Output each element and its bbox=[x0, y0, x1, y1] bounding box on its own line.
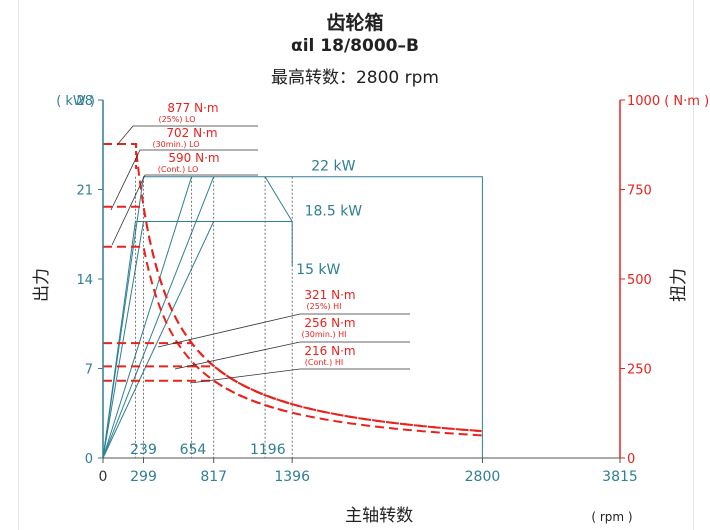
page-right-rule bbox=[693, 0, 694, 530]
torque-curve-hi-5 bbox=[103, 365, 483, 433]
x-tick-label-0: 0 bbox=[99, 469, 108, 485]
power-curve-6 bbox=[102, 221, 215, 459]
torque-curve-lo-1 bbox=[103, 143, 291, 405]
left-tick-label-0: 0 bbox=[85, 452, 93, 467]
right-tick-label-0: 0 bbox=[627, 452, 635, 467]
right-tick-label-1: 250 bbox=[627, 363, 652, 378]
x-tick-label-5: 3815 bbox=[602, 469, 638, 485]
torque-leader-4 bbox=[157, 313, 410, 348]
torque-label-4: 321 N·m bbox=[304, 288, 355, 302]
torque-label-6: 216 N·m bbox=[304, 344, 355, 358]
speed-marker-label-2: 1196 bbox=[250, 442, 286, 458]
power-curves bbox=[102, 176, 483, 459]
torque-leader-3 bbox=[111, 174, 258, 246]
power-curve-taper bbox=[264, 176, 293, 222]
torque-sublabel-5: (30min.) HI bbox=[302, 330, 347, 339]
y-axis-title-right: 扭力 bbox=[669, 268, 689, 302]
torque-sublabel-6: (Cont.) HI bbox=[305, 358, 343, 367]
torque-leader-6 bbox=[189, 368, 410, 384]
left-tick-label-2: 14 bbox=[76, 273, 93, 288]
x-tick-label-1: 299 bbox=[130, 469, 157, 485]
right-tick-label-3: 750 bbox=[627, 184, 652, 199]
torque-curve-lo-2 bbox=[103, 205, 291, 405]
power-curve-3 bbox=[102, 221, 144, 459]
x-tick-label-3: 1396 bbox=[274, 469, 310, 485]
power-curve-1 bbox=[102, 176, 483, 459]
torque-label-2: 702 N·m bbox=[166, 126, 217, 140]
torque-label-1: 877 N·m bbox=[167, 101, 218, 115]
page-left-rule bbox=[18, 0, 19, 530]
right-tick-label-2: 500 bbox=[627, 273, 652, 288]
torque-sublabel-3: (Cont.) LO bbox=[158, 165, 198, 174]
torque-label-5: 256 N·m bbox=[304, 316, 355, 330]
left-tick-label-4: 28 bbox=[76, 94, 93, 109]
power-label-15kw: 15 kW bbox=[296, 262, 340, 278]
torque-curve-hi-6 bbox=[103, 379, 483, 437]
torque-curves bbox=[103, 143, 483, 437]
chart-subtitle: αil 18/8000–B bbox=[291, 36, 419, 56]
left-tick-label-3: 21 bbox=[76, 184, 93, 199]
speed-marker-label-0: 239 bbox=[130, 442, 157, 458]
y-axis-title-left: 出力 bbox=[32, 268, 52, 302]
power-curve-5 bbox=[102, 176, 215, 459]
x-tick-label-4: 2800 bbox=[465, 469, 501, 485]
power-label-22kw: 22 kW bbox=[311, 159, 355, 175]
chart-labels: 0 7 14 21 28 0 250 500 750 1000 ( N·m ) ( kW ) 0 299… bbox=[32, 94, 709, 526]
torque-label-3: 590 N·m bbox=[168, 151, 219, 165]
x-tick-label-2: 817 bbox=[200, 469, 227, 485]
x-axis-title: 主轴转数 bbox=[345, 506, 413, 526]
left-axis-unit: ( kW ) bbox=[56, 94, 95, 109]
speed-marker-label-1: 654 bbox=[180, 442, 207, 458]
x-axis-unit: ( rpm ) bbox=[591, 510, 632, 524]
torque-leader-5 bbox=[174, 341, 410, 370]
right-axis-unit: 1000 ( N·m ) bbox=[627, 94, 709, 109]
power-curve-4 bbox=[102, 176, 193, 459]
chart-subtitle-2: 最高转数：2800 rpm bbox=[270, 68, 439, 88]
leader-lines bbox=[110, 125, 410, 384]
chart-title: 齿轮箱 bbox=[326, 12, 384, 34]
torque-sublabel-1: (25%) LO bbox=[158, 115, 195, 124]
torque-sublabel-2: (30min.) LO bbox=[152, 140, 199, 149]
torque-leader-2 bbox=[110, 149, 258, 211]
left-tick-label-1: 7 bbox=[85, 363, 93, 378]
torque-leader-1 bbox=[116, 125, 258, 146]
torque-sublabel-4: (25%) HI bbox=[307, 302, 342, 311]
power-label-18-5kw: 18.5 kW bbox=[305, 203, 363, 219]
axes bbox=[98, 99, 625, 463]
